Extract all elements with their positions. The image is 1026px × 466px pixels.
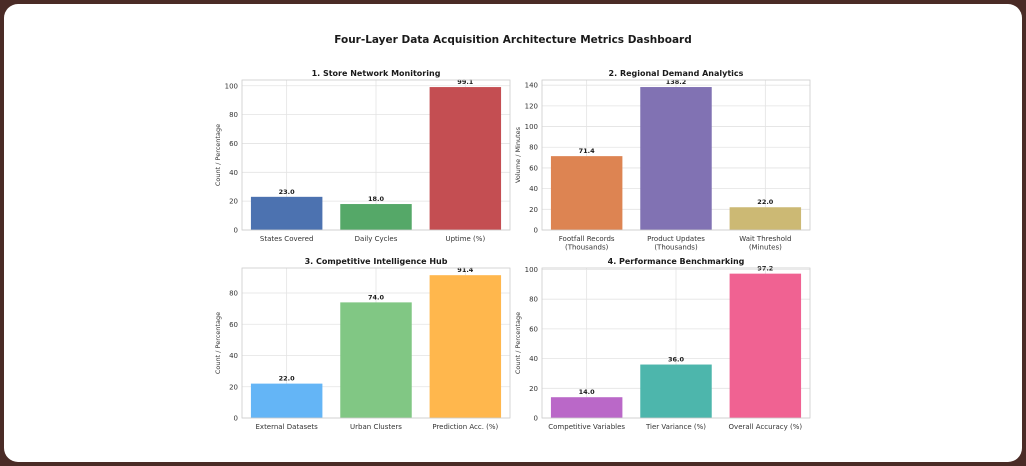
x-tick-label: States Covered [260, 235, 314, 243]
dashboard-title: Four-Layer Data Acquisition Architecture… [334, 34, 692, 46]
y-tick-label: 60 [229, 321, 238, 329]
x-tick-label: Prediction Acc. (%) [432, 423, 498, 431]
bar-1 [250, 196, 323, 230]
y-tick-label: 40 [229, 352, 238, 360]
x-tick-label: Urban Clusters [350, 423, 402, 431]
y-tick-label: 120 [525, 102, 538, 110]
bar-1 [550, 156, 623, 230]
y-tick-label: 20 [529, 206, 538, 214]
x-tick-label: Uptime (%) [445, 235, 485, 243]
y-tick-label: 100 [525, 123, 538, 131]
plot-border [241, 79, 511, 231]
bar-2 [640, 87, 712, 230]
y-tick-label: 80 [229, 111, 238, 119]
data-label: 97.2 [757, 265, 773, 273]
data-label: 18.0 [368, 195, 385, 203]
data-label: 14.0 [579, 388, 596, 396]
plot-border [541, 267, 811, 419]
panel-title: 3. Competitive Intelligence Hub [305, 257, 448, 266]
data-label: 23.0 [279, 188, 296, 196]
y-axis-label: Count / Percentage [214, 312, 222, 374]
data-label: 36.0 [668, 356, 685, 364]
x-tick-label: (Minutes) [749, 244, 782, 252]
y-tick-label: 40 [529, 185, 538, 193]
data-label: 91.4 [457, 266, 474, 274]
y-tick-label: 100 [525, 266, 538, 274]
bar-3 [429, 275, 502, 418]
y-axis-label: Volume / Minutes [514, 126, 522, 183]
x-tick-label: Tier Variance (%) [645, 423, 706, 431]
data-label: 99.1 [457, 78, 474, 86]
y-tick-label: 80 [529, 144, 538, 152]
bar-2 [340, 204, 412, 230]
data-label: 74.0 [368, 293, 385, 301]
y-tick-label: 40 [229, 169, 238, 177]
y-tick-label: 140 [525, 82, 538, 90]
y-tick-label: 0 [234, 227, 238, 235]
x-tick-label: Daily Cycles [355, 235, 398, 243]
panel-title: 1. Store Network Monitoring [312, 69, 441, 78]
data-label: 138.2 [666, 78, 687, 86]
bar-3 [729, 207, 802, 230]
y-tick-label: 0 [534, 415, 538, 423]
y-tick-label: 20 [529, 385, 538, 393]
y-tick-label: 80 [229, 290, 238, 298]
y-axis-label: Count / Percentage [514, 312, 522, 374]
plot-border [541, 79, 811, 231]
bar-3 [429, 87, 502, 230]
bar-1 [250, 383, 323, 418]
y-tick-label: 0 [234, 415, 238, 423]
x-tick-label: Competitive Variables [548, 423, 625, 431]
data-label: 22.0 [279, 375, 296, 383]
x-tick-label: (Thousands) [565, 244, 609, 252]
y-tick-label: 60 [229, 140, 238, 148]
x-tick-label: Wait Threshold [739, 235, 791, 243]
x-tick-label: Overall Accuracy (%) [729, 423, 803, 431]
y-tick-label: 60 [529, 325, 538, 333]
y-tick-label: 40 [529, 355, 538, 363]
y-tick-label: 20 [229, 198, 238, 206]
data-label: 71.4 [579, 147, 596, 155]
bar-2 [640, 364, 712, 418]
y-tick-label: 20 [229, 383, 238, 391]
bar-3 [729, 273, 802, 418]
dashboard-frame [4, 4, 1022, 462]
y-axis-label: Count / Percentage [214, 124, 222, 186]
x-tick-label: Footfall Records [559, 235, 615, 243]
bar-2 [340, 302, 412, 418]
bar-1 [550, 397, 623, 418]
x-tick-label: External Datasets [256, 423, 319, 431]
y-tick-label: 80 [529, 296, 538, 304]
x-tick-label: Product Updates [647, 235, 705, 243]
panel-title: 4. Performance Benchmarking [608, 257, 745, 266]
x-tick-label: (Thousands) [654, 244, 698, 252]
y-tick-label: 0 [534, 227, 538, 235]
plot-border [241, 267, 511, 419]
data-label: 22.0 [757, 198, 774, 206]
panel-title: 2. Regional Demand Analytics [609, 69, 744, 78]
y-tick-label: 100 [225, 82, 238, 90]
y-tick-label: 60 [529, 164, 538, 172]
